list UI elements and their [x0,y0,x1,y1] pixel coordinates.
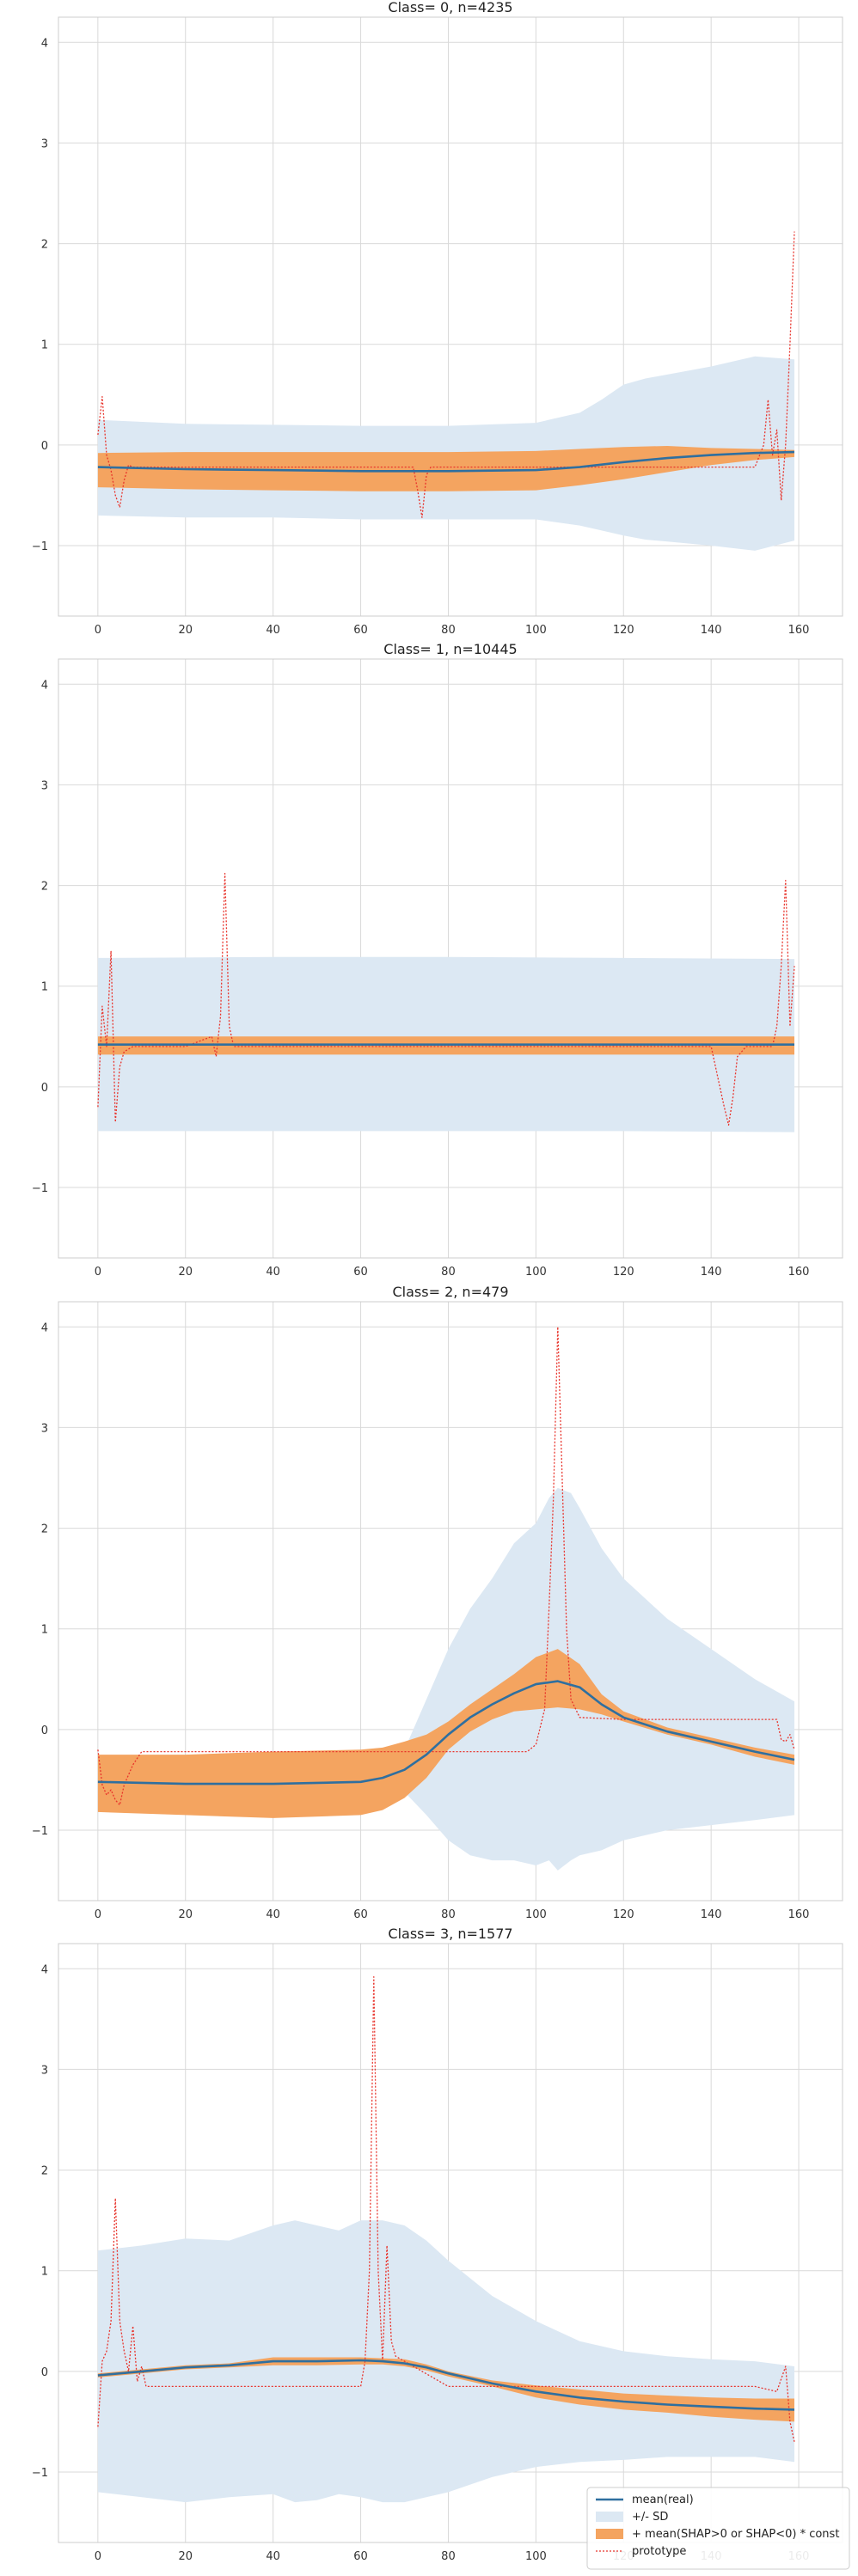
x-tick-label: 0 [95,624,101,637]
y-tick-label: −1 [32,2467,48,2480]
panel-class-0: 0 20 40 60 80 100 120 140 160 −1 0 1 2 3 4 Class= 0, n=… [32,0,843,637]
prototype-line [97,231,795,518]
legend-entry-label: + mean(SHAP>0 or SHAP<0) * const [632,2528,839,2541]
y-tick-label: 2 [41,2165,48,2178]
panel-title: Class= 2, n=479 [392,1284,508,1300]
x-tick-label: 140 [701,624,722,637]
shap-band [97,1649,794,1818]
legend-entry-label: prototype [632,2545,686,2558]
series-group [97,231,795,551]
y-tick-label: 4 [41,1963,48,1976]
x-tick-label: 40 [266,1908,280,1921]
mean-line [97,2359,795,2411]
sd-band [97,2220,794,2503]
y-tick-label: 1 [41,2266,48,2279]
prototype-line [97,872,795,1126]
x-tick-label: 20 [178,624,193,637]
x-tick-label: 80 [441,1266,456,1279]
legend-box [586,2487,850,2570]
x-tick-label: 0 [95,1908,101,1921]
x-tick-label: 80 [441,624,456,637]
y-tick-label: 3 [41,137,48,150]
y-tick-label: 2 [41,239,48,252]
y-tick-label: 0 [41,2366,48,2379]
x-tick-label: 40 [266,1266,280,1279]
x-tick-label: 80 [441,2550,456,2563]
legend: mean(real) +/- SD + mean(SHAP>0 or SHAP<0)… [586,2487,850,2570]
y-tick-label: 4 [41,1322,48,1334]
panel-title: Class= 1, n=10445 [383,641,517,657]
x-tick-label: 100 [525,2550,547,2563]
y-tick-label: −1 [32,540,48,553]
x-tick-label: 40 [266,624,280,637]
y-tick-label: 0 [41,1082,48,1095]
y-tick-label: 3 [41,1422,48,1435]
axes-frame [58,658,843,1259]
y-tick-label: 1 [41,981,48,994]
series-group [97,872,795,1132]
legend-shap-swatch [596,2529,623,2539]
shap-band [97,2357,794,2422]
series-group [97,1976,795,2503]
y-tick-label: 0 [41,1724,48,1737]
y-tick-label: 2 [41,1523,48,1536]
x-tick-label: 160 [788,1908,810,1921]
x-tick-label: 0 [95,2550,101,2563]
panel-title: Class= 3, n=1577 [388,1926,512,1942]
x-tick-label: 100 [525,1266,547,1279]
legend-entry-label: +/- SD [632,2511,668,2524]
shap-band [97,446,794,491]
panel-title: Class= 0, n=4235 [388,0,512,15]
axes-frame [58,16,843,617]
axes-frame [58,1301,843,1901]
x-tick-label: 0 [95,1266,101,1279]
panel-class-1: 0 20 40 60 80 100 120 140 160 −1 0 1 2 3 4 Class= 1, n=… [32,641,843,1279]
y-tick-label: 4 [41,679,48,692]
x-tick-label: 80 [441,1908,456,1921]
y-tick-label: 4 [41,37,48,50]
y-tick-label: 3 [41,779,48,792]
y-tick-label: 1 [41,339,48,352]
prototype-line [97,1976,795,2443]
x-tick-label: 40 [266,2550,280,2563]
y-tick-label: 2 [41,881,48,894]
mean-line [97,450,795,473]
x-tick-label: 120 [613,1908,634,1921]
x-tick-label: 60 [353,1908,368,1921]
legend-entry-label: mean(real) [632,2494,694,2506]
y-tick-label: −1 [32,1825,48,1838]
axes-frame [58,1943,843,2543]
panel-class-2: 0 20 40 60 80 100 120 140 160 −1 0 1 2 3 4 Class= 2, n=… [32,1284,843,1921]
x-tick-label: 60 [353,2550,368,2563]
series-group [97,1326,795,1871]
x-tick-label: 140 [701,1908,722,1921]
mean-line [97,1680,795,1785]
x-tick-label: 20 [178,2550,193,2563]
x-tick-label: 160 [788,624,810,637]
prototype-line [97,1326,795,1806]
x-tick-label: 120 [613,624,634,637]
y-tick-label: 0 [41,440,48,453]
x-tick-label: 140 [701,1266,722,1279]
x-tick-label: 60 [353,624,368,637]
y-tick-label: 1 [41,1624,48,1637]
x-tick-label: 60 [353,1266,368,1279]
y-tick-label: −1 [32,1182,48,1195]
x-tick-label: 100 [525,624,547,637]
x-tick-label: 100 [525,1908,547,1921]
legend-sd-swatch [596,2512,623,2522]
x-tick-label: 120 [613,1266,634,1279]
x-tick-label: 20 [178,1266,193,1279]
x-tick-label: 160 [788,1266,810,1279]
x-tick-label: 20 [178,1908,193,1921]
y-tick-label: 3 [41,2064,48,2077]
sd-band [97,1487,794,1871]
